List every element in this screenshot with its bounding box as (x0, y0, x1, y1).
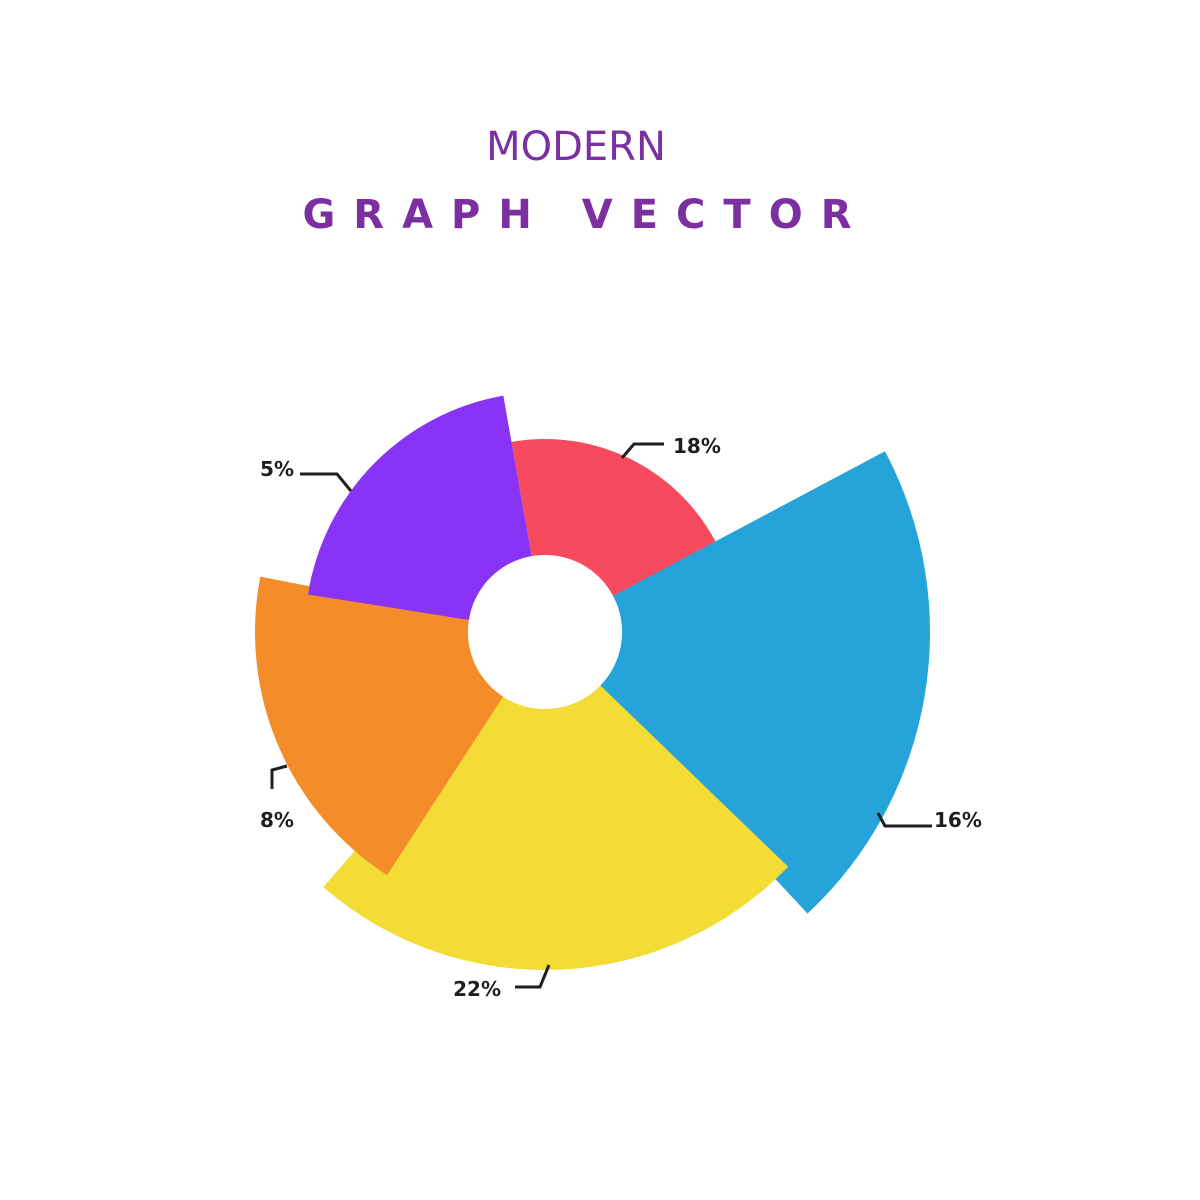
slice-label-22: 22% (453, 977, 501, 1001)
leader-line-5 (300, 472, 353, 492)
chart-labels: 18% 16% 22% 8% 5% (260, 434, 982, 1001)
leader-line-18 (620, 442, 664, 459)
slice-label-18: 18% (673, 434, 721, 458)
chart-center-hole (468, 555, 622, 709)
slice-16 (597, 451, 930, 914)
leader-line-8 (270, 764, 288, 789)
slice-label-5: 5% (260, 457, 294, 481)
leader-line-16 (876, 812, 932, 828)
slice-label-8: 8% (260, 808, 294, 832)
slice-18 (511, 439, 722, 601)
leader-line-22 (515, 964, 551, 989)
slice-5 (307, 395, 532, 620)
chart-title-line1: MODERN (486, 124, 666, 170)
chart-slices (255, 395, 930, 971)
chart-title-line2: GRAPH VECTOR (302, 192, 870, 238)
slice-8 (255, 576, 504, 876)
slice-label-16: 16% (934, 808, 982, 832)
